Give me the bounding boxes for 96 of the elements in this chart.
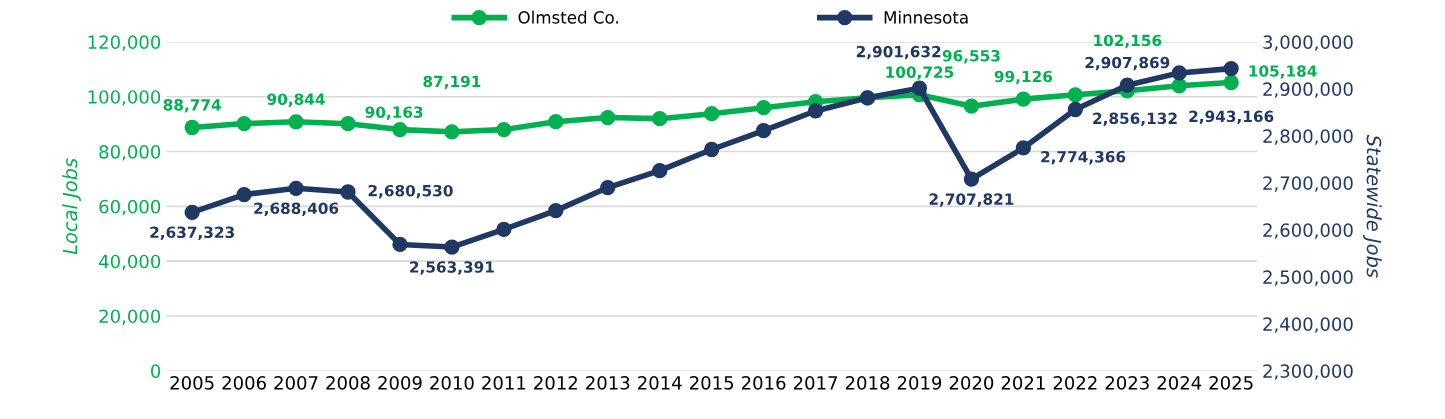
data-label: 99,126 bbox=[994, 70, 1053, 85]
data-label: 88,774 bbox=[163, 99, 221, 113]
x-tick-label: 2021 bbox=[1001, 375, 1045, 390]
data-label: 90,163 bbox=[365, 106, 423, 120]
point bbox=[704, 141, 720, 158]
data-label: 90,844 bbox=[267, 93, 325, 107]
point bbox=[963, 171, 980, 187]
point bbox=[652, 163, 668, 179]
y2-tick-label: 2,600,000 bbox=[1263, 223, 1353, 239]
data-label: 2,707,821 bbox=[929, 193, 1014, 207]
y2-tick-label: 2,900,000 bbox=[1263, 82, 1353, 98]
x-tick-label: 2019 bbox=[897, 375, 942, 390]
point bbox=[1067, 101, 1083, 118]
point bbox=[288, 114, 304, 130]
point bbox=[548, 202, 564, 219]
point bbox=[1223, 74, 1239, 91]
x-tick-label: 2005 bbox=[170, 375, 214, 390]
x-tick-label: 2007 bbox=[274, 375, 318, 390]
point bbox=[444, 124, 460, 140]
point bbox=[755, 100, 772, 116]
point bbox=[548, 114, 564, 130]
data-label: 2,680,530 bbox=[368, 184, 453, 199]
y2-tick-label: 2,300,000 bbox=[1263, 364, 1353, 380]
data-label: 87,191 bbox=[423, 75, 481, 90]
data-label: 102,156 bbox=[1094, 34, 1162, 49]
y-tick-label: 80,000 bbox=[99, 145, 161, 161]
point bbox=[807, 103, 824, 119]
point bbox=[444, 239, 460, 255]
data-label: 2,856,132 bbox=[1093, 112, 1177, 127]
legend-label: Olmsted Co. bbox=[518, 10, 618, 24]
y-tick-label: 40,000 bbox=[99, 254, 161, 271]
x-tick-label: 2011 bbox=[482, 375, 526, 390]
point bbox=[392, 236, 408, 253]
point bbox=[340, 116, 356, 132]
x-tick-label: 2015 bbox=[690, 375, 734, 390]
point bbox=[1171, 65, 1187, 81]
point bbox=[1015, 91, 1032, 107]
x-tick-label: 2025 bbox=[1209, 375, 1253, 390]
point bbox=[1015, 140, 1032, 156]
data-label: 105,184 bbox=[1249, 65, 1317, 79]
point bbox=[600, 109, 616, 126]
x-tick-label: 2012 bbox=[534, 375, 577, 390]
point bbox=[963, 98, 980, 114]
y2-tick-label: 2,700,000 bbox=[1263, 176, 1353, 192]
y2-tick-label: 2,800,000 bbox=[1263, 129, 1353, 145]
x-tick-label: 2006 bbox=[222, 375, 266, 390]
y-tick-label: 0 bbox=[151, 364, 161, 378]
x-tick-label: 2023 bbox=[1105, 375, 1149, 390]
y2-axis-title: Statewide Jobs bbox=[1363, 134, 1382, 278]
point bbox=[1171, 78, 1187, 94]
point bbox=[704, 106, 720, 122]
y-axis-title: Local Jobs bbox=[62, 158, 81, 255]
y-tick-label: 20,000 bbox=[99, 309, 161, 325]
point bbox=[496, 121, 512, 138]
data-label: 2,943,166 bbox=[1189, 110, 1274, 125]
point bbox=[236, 115, 252, 132]
point bbox=[1067, 87, 1083, 103]
data-label: 100,725 bbox=[886, 66, 954, 80]
legend-label: Minnesota bbox=[884, 10, 968, 24]
data-label: 96,553 bbox=[942, 49, 1000, 64]
point bbox=[911, 80, 928, 96]
data-label: 2,637,323 bbox=[150, 226, 234, 240]
x-tick-label: 2022 bbox=[1053, 375, 1097, 390]
point bbox=[236, 186, 252, 203]
point bbox=[184, 119, 200, 136]
y-tick-label: 60,000 bbox=[99, 199, 161, 216]
y2-tick-label: 2,500,000 bbox=[1263, 270, 1353, 286]
x-tick-label: 2010 bbox=[430, 375, 474, 390]
data-label: 2,901,632 bbox=[856, 45, 941, 60]
point bbox=[288, 180, 304, 196]
data-label: 2,907,869 bbox=[1085, 56, 1170, 71]
data-label: 2,563,391 bbox=[410, 261, 494, 275]
point bbox=[340, 184, 356, 200]
point bbox=[1223, 60, 1239, 77]
y-tick-label: 100,000 bbox=[88, 90, 161, 106]
point bbox=[652, 111, 668, 127]
x-tick-label: 2017 bbox=[793, 375, 837, 390]
point bbox=[600, 179, 616, 196]
data-label: 2,688,406 bbox=[254, 202, 339, 216]
x-tick-label: 2020 bbox=[949, 375, 994, 390]
x-tick-label: 2014 bbox=[638, 375, 682, 390]
point bbox=[392, 121, 408, 138]
y-tick-label: 120,000 bbox=[88, 35, 161, 51]
x-tick-label: 2024 bbox=[1157, 375, 1202, 390]
x-tick-label: 2016 bbox=[741, 375, 786, 390]
y2-tick-label: 2,400,000 bbox=[1263, 317, 1353, 333]
x-tick-label: 2013 bbox=[586, 375, 630, 390]
point bbox=[184, 204, 200, 220]
point bbox=[755, 123, 772, 139]
point bbox=[496, 221, 512, 238]
x-tick-label: 2018 bbox=[845, 375, 890, 390]
y2-tick-label: 3,000,000 bbox=[1263, 35, 1353, 51]
data-label: 2,774,366 bbox=[1041, 150, 1126, 165]
point bbox=[1119, 77, 1135, 93]
x-tick-label: 2009 bbox=[378, 375, 422, 390]
x-tick-label: 2008 bbox=[326, 375, 370, 390]
